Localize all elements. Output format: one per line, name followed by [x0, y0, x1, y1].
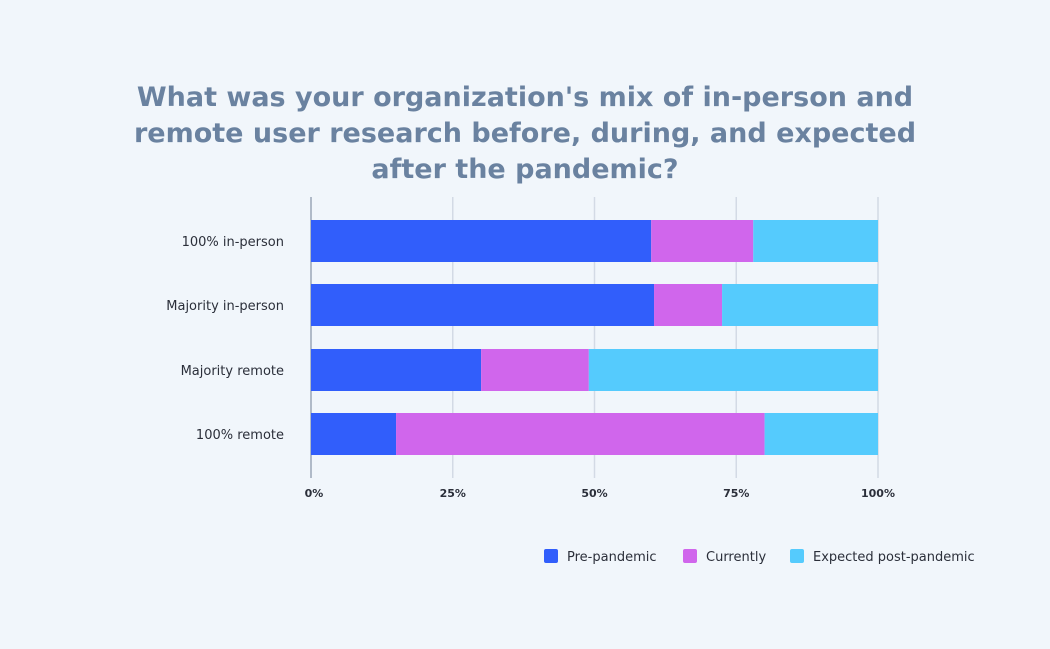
bar-segment [753, 220, 878, 262]
legend-swatch [683, 549, 697, 563]
x-tick-label: 0% [305, 487, 324, 500]
legend-swatch [790, 549, 804, 563]
bar-segment [311, 349, 482, 391]
bar-segment [764, 413, 878, 455]
bar-segment [588, 349, 878, 391]
bar-segment [396, 413, 765, 455]
x-tick-label: 25% [440, 487, 466, 500]
legend: Pre-pandemic Currently Expected post-pande… [544, 549, 975, 565]
chart-title: What was your organization's mix of in-p… [133, 82, 917, 185]
bar-segment [311, 413, 397, 455]
x-tick-label: 75% [723, 487, 749, 500]
category-label: 100% in-person [182, 235, 284, 250]
legend-label: Expected post-pandemic [813, 550, 975, 565]
bar-segment [722, 284, 878, 326]
bar-segment [651, 220, 754, 262]
category-label: Majority in-person [166, 299, 284, 314]
bar-segment [311, 220, 652, 262]
bar-segment [481, 349, 589, 391]
category-label: Majority remote [181, 364, 284, 379]
axes: 0% 25% 50% 75% 100% 100% in-person Majority in… [166, 235, 895, 500]
legend-label: Currently [706, 550, 766, 565]
bar-segment [311, 284, 655, 326]
x-tick-label: 100% [861, 487, 895, 500]
legend-label: Pre-pandemic [567, 550, 657, 565]
legend-swatch [544, 549, 558, 563]
category-label: 100% remote [196, 428, 284, 443]
x-tick-label: 50% [581, 487, 607, 500]
bar-segment [654, 284, 723, 326]
bars [311, 220, 878, 455]
